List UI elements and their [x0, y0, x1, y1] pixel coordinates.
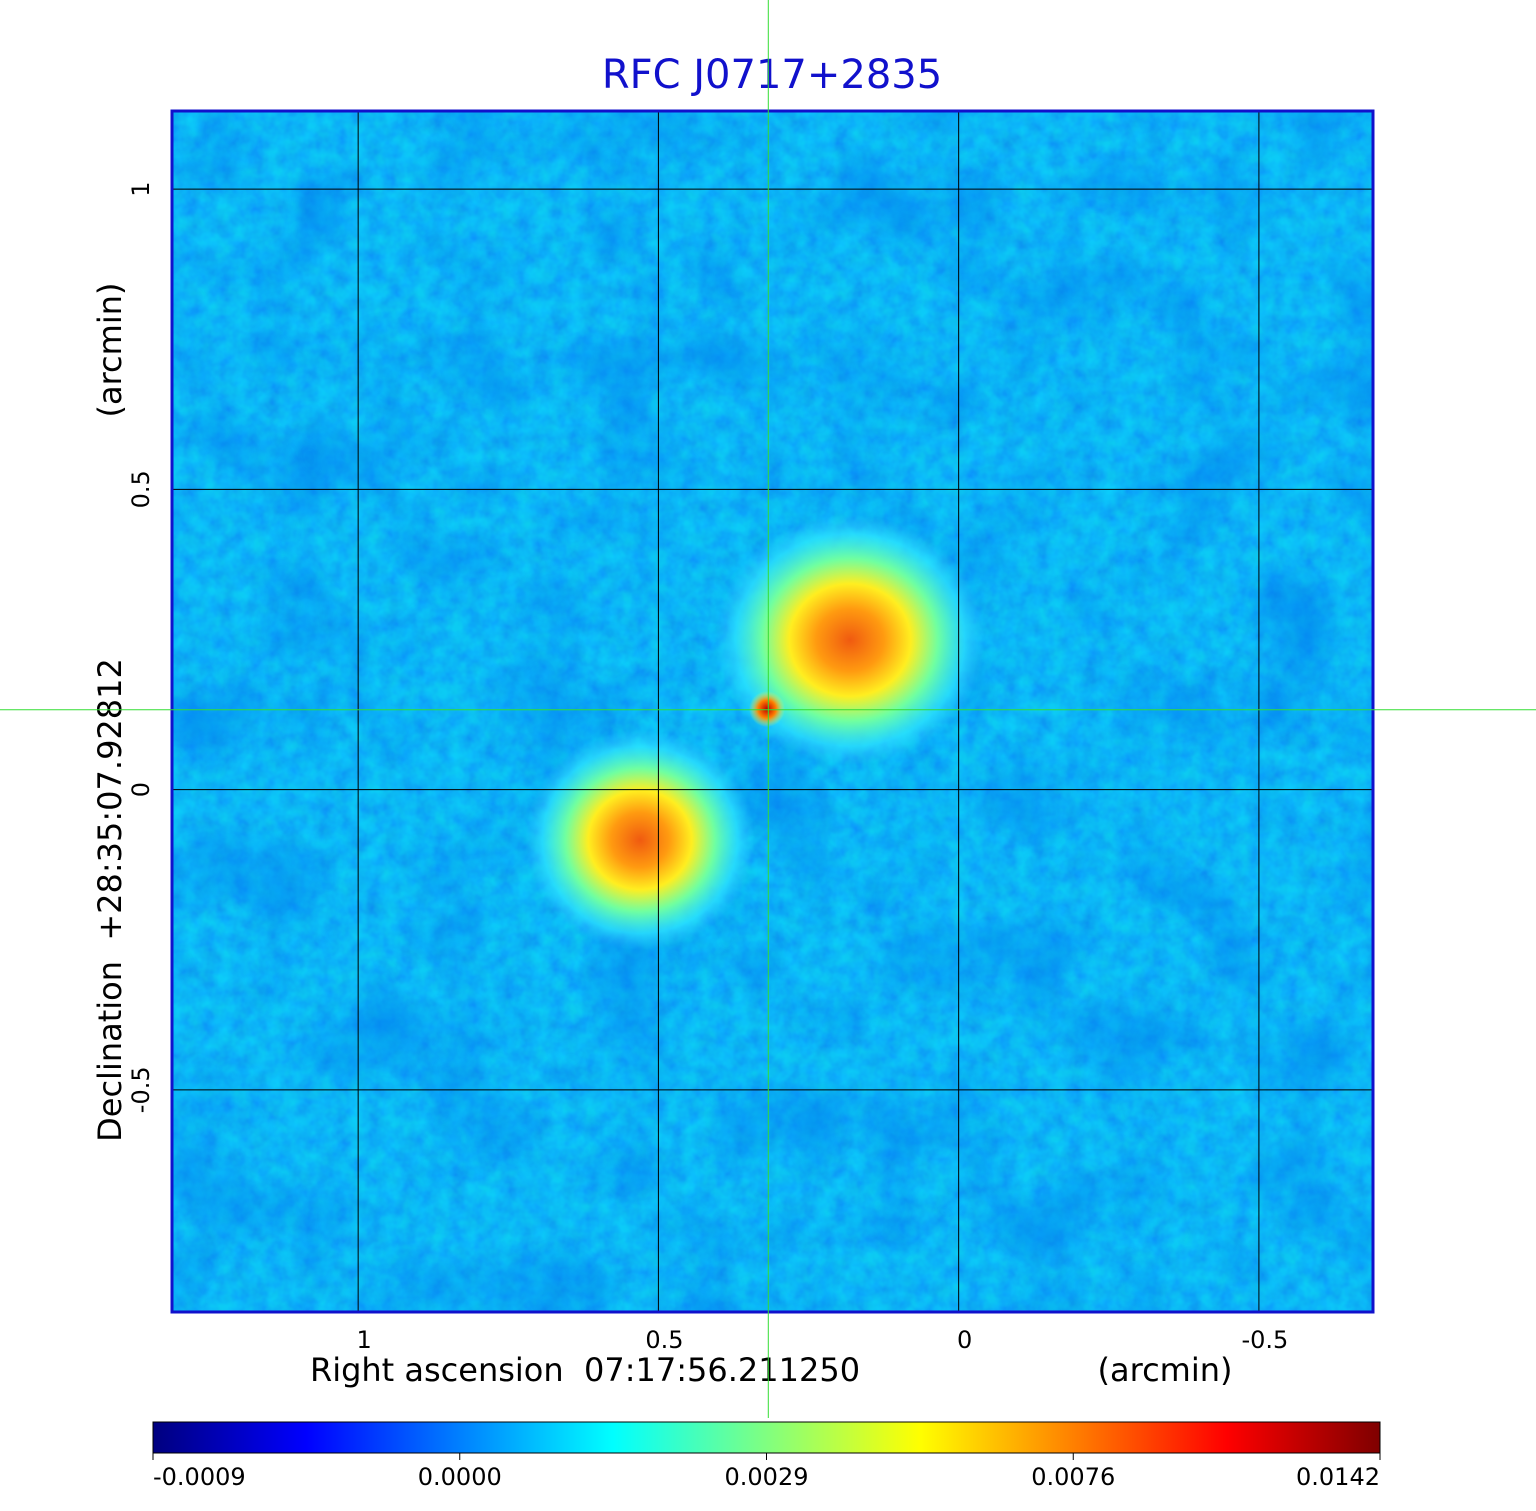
- colorbar-tick-label: 0.0142: [1296, 1463, 1380, 1491]
- chart-title: RFC J0717+2835: [602, 52, 942, 98]
- colorbar-tick-label: 0.0029: [725, 1463, 809, 1491]
- y-tick-label: -0.5: [127, 1066, 155, 1113]
- colorbar-tick-label: 0.0000: [418, 1463, 502, 1491]
- x-axis-label: Right ascension 07:17:56.211250: [310, 1351, 860, 1389]
- colorbar: [152, 1421, 1381, 1454]
- sky-image: [172, 111, 1373, 1312]
- x-tick-label: 1: [357, 1326, 372, 1354]
- colorbar-tick-label: -0.0009: [153, 1463, 246, 1491]
- y-axis-unit: (arcmin): [91, 283, 129, 418]
- y-tick-label: 0: [127, 782, 155, 797]
- source-lobe: [525, 730, 755, 950]
- y-tick-label: 0.5: [127, 470, 155, 508]
- x-tick-label: 0: [957, 1326, 972, 1354]
- y-axis-label: Declination +28:35:07.92812: [91, 658, 129, 1142]
- source-core: [749, 691, 785, 727]
- x-tick-label: -0.5: [1241, 1326, 1288, 1354]
- y-tick-label: 1: [127, 181, 155, 196]
- plot-frame: [170, 109, 1375, 1314]
- colorbar-tick-label: 0.0076: [1031, 1463, 1115, 1491]
- source-lobe: [715, 515, 985, 765]
- x-tick-label: 0.5: [645, 1326, 683, 1354]
- grid: [172, 111, 1373, 1312]
- x-axis-unit: (arcmin): [1098, 1351, 1233, 1389]
